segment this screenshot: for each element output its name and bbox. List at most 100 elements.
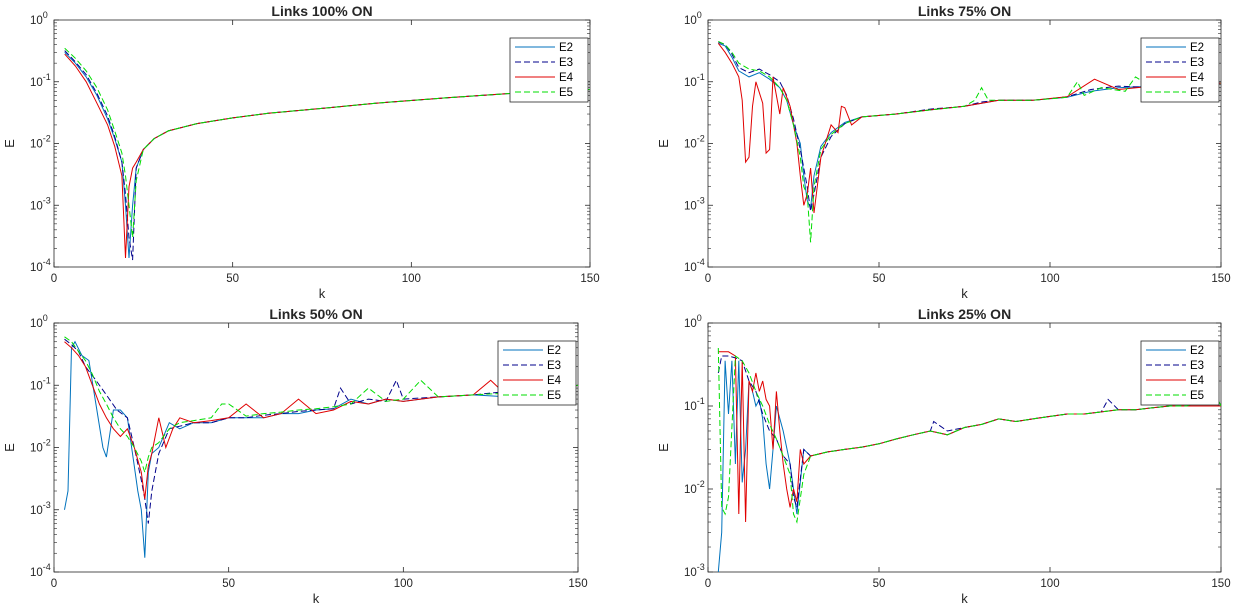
legend-label: E4 — [559, 72, 574, 84]
y-tick-label: 100 — [30, 10, 48, 27]
y-tick-base: 10 — [684, 15, 697, 27]
y-tick-label: 10-2 — [684, 134, 705, 151]
y-tick-base: 10 — [684, 262, 697, 274]
legend-box — [509, 37, 589, 103]
y-tick-base: 10 — [30, 318, 43, 330]
x-tick-label: 50 — [873, 273, 886, 285]
x-tick-label: 50 — [873, 578, 886, 590]
y-tick-exponent: -4 — [697, 257, 705, 267]
y-tick-label: 10-3 — [30, 195, 51, 212]
x-tick-label: 150 — [580, 273, 599, 285]
series-group — [717, 347, 1221, 572]
x-axis-label: k — [313, 591, 320, 606]
y-tick-label: 10-4 — [30, 562, 51, 579]
x-axis-label: k — [319, 286, 326, 301]
y-tick-exponent: 0 — [43, 313, 48, 323]
y-tick-label: 100 — [30, 313, 48, 330]
plot-area — [707, 19, 1222, 268]
chart-title: Links 25% ON — [918, 306, 1011, 322]
series-group — [717, 40, 1221, 243]
y-tick-base: 10 — [684, 567, 697, 579]
plot-area — [53, 19, 591, 268]
x-axis-label: k — [961, 591, 968, 606]
y-tick-exponent: -3 — [697, 195, 705, 205]
y-tick-base: 10 — [30, 380, 43, 392]
y-tick-base: 10 — [684, 139, 697, 151]
plot-area — [707, 322, 1222, 573]
y-tick-exponent: 0 — [697, 10, 702, 20]
legend-label: E3 — [547, 360, 561, 372]
y-tick-label: 10-3 — [684, 195, 705, 212]
y-tick-exponent: 0 — [43, 10, 48, 20]
y-tick-base: 10 — [684, 401, 697, 413]
legend-label: E3 — [559, 57, 573, 69]
legend: E2 E3 E4 E5 — [497, 340, 577, 406]
y-tick-base: 10 — [30, 443, 43, 455]
series-line-e5 — [64, 47, 590, 238]
y-tick-label: 10-4 — [684, 257, 705, 274]
legend: E2 E3 E4 E5 — [1140, 37, 1220, 103]
series-line-e4 — [64, 341, 578, 499]
series-group — [64, 336, 578, 558]
y-tick-exponent: -1 — [43, 375, 51, 385]
y-tick-label: 10-1 — [30, 375, 51, 392]
y-tick-label: 10-1 — [30, 72, 51, 89]
y-tick-label: 10-2 — [30, 438, 51, 455]
legend-label: E5 — [559, 87, 573, 99]
y-tick-label: 100 — [684, 10, 702, 27]
y-axis-label: E — [2, 443, 17, 452]
y-tick-exponent: -3 — [43, 195, 51, 205]
x-tick-label: 150 — [1211, 578, 1230, 590]
y-tick-exponent: -1 — [43, 72, 51, 82]
y-tick-base: 10 — [30, 77, 43, 89]
series-group — [64, 47, 590, 261]
chart-title: Links 75% ON — [918, 3, 1011, 19]
series-line-e4 — [718, 351, 1221, 523]
legend-label: E5 — [1190, 87, 1204, 99]
series-line-e3 — [64, 338, 578, 524]
legend-label: E5 — [1190, 390, 1204, 402]
legend-label: E3 — [1190, 360, 1204, 372]
y-tick-label: 10-3 — [30, 500, 51, 517]
y-tick-base: 10 — [684, 318, 697, 330]
legend-label: E3 — [1190, 57, 1204, 69]
y-axis-label: E — [656, 443, 671, 452]
legend-label: E2 — [547, 345, 561, 357]
x-tick-label: 100 — [1040, 273, 1059, 285]
y-tick-label: 10-2 — [30, 134, 51, 151]
y-axis-label: E — [656, 139, 671, 148]
y-tick-exponent: -2 — [43, 438, 51, 448]
x-tick-label: 150 — [568, 578, 587, 590]
y-tick-exponent: -1 — [697, 396, 705, 406]
y-tick-label: 100 — [684, 313, 702, 330]
series-line-e4 — [717, 42, 1221, 214]
plot-area — [53, 322, 579, 573]
y-tick-base: 10 — [684, 484, 697, 496]
y-tick-base: 10 — [30, 200, 43, 212]
x-tick-label: 0 — [51, 273, 57, 285]
legend-label: E2 — [559, 42, 573, 54]
y-tick-exponent: -2 — [697, 134, 705, 144]
legend: E2 E3 E4 E5 — [1140, 340, 1220, 406]
y-axis-label: E — [2, 139, 17, 148]
y-tick-exponent: -4 — [43, 562, 51, 572]
x-tick-label: 0 — [705, 273, 711, 285]
y-tick-label: 10-3 — [684, 562, 705, 579]
x-tick-label: 100 — [394, 578, 413, 590]
y-tick-exponent: -1 — [697, 72, 705, 82]
x-tick-label: 150 — [1211, 273, 1230, 285]
legend-box — [1140, 340, 1220, 406]
legend-label: E4 — [1190, 375, 1205, 387]
y-tick-exponent: -3 — [697, 562, 705, 572]
y-tick-exponent: -2 — [697, 479, 705, 489]
x-tick-label: 100 — [1040, 578, 1059, 590]
y-tick-base: 10 — [30, 567, 43, 579]
legend-label: E4 — [1190, 72, 1205, 84]
y-tick-exponent: 0 — [697, 313, 702, 323]
legend-box — [1140, 37, 1220, 103]
y-tick-exponent: -2 — [43, 134, 51, 144]
